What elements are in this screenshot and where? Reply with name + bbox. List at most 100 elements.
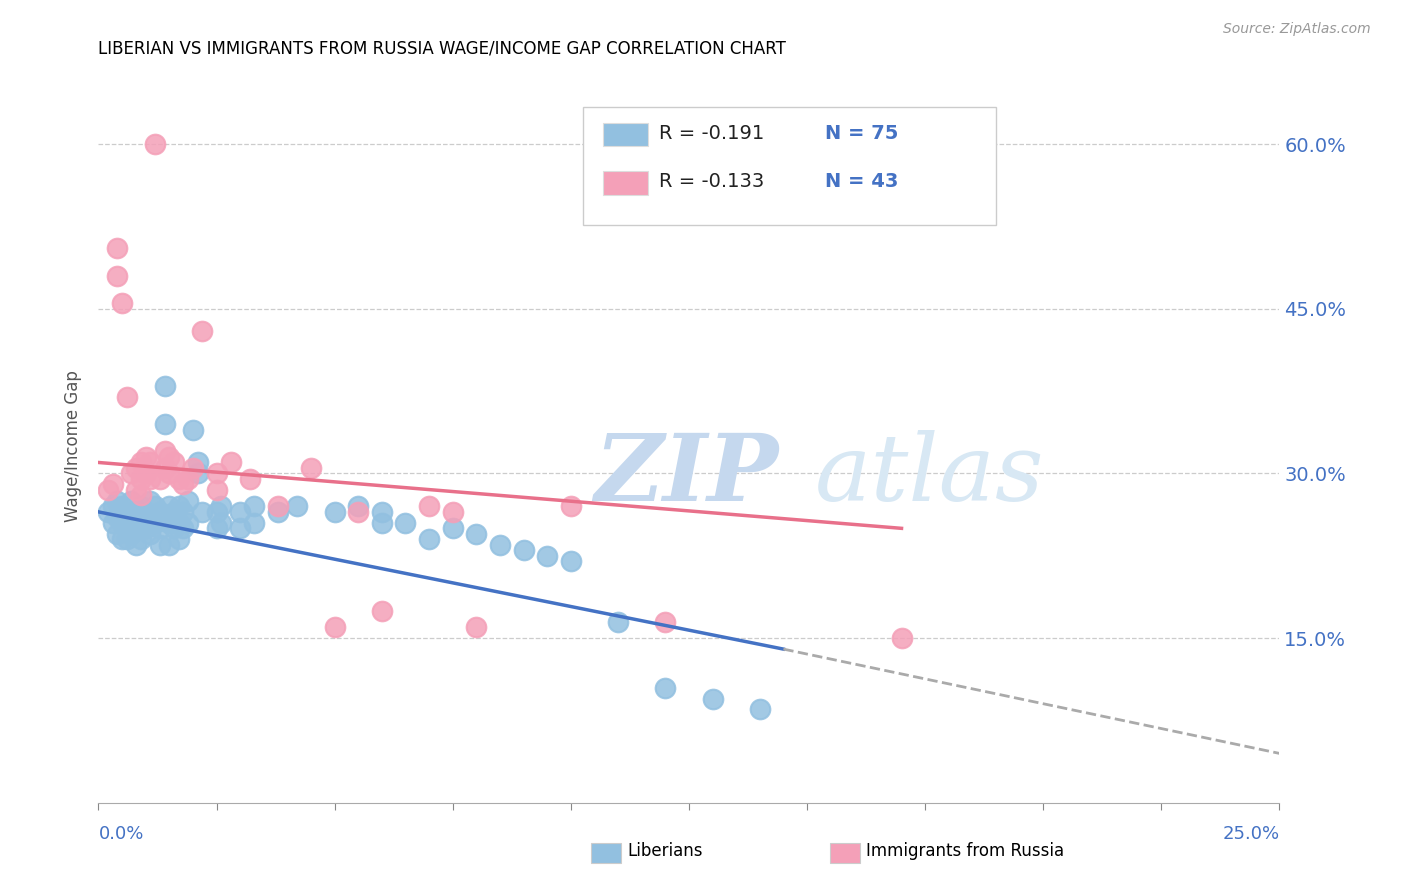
Point <box>205 521 228 535</box>
Point <box>654 681 676 695</box>
FancyBboxPatch shape <box>603 171 648 194</box>
Point <box>167 472 190 486</box>
Point <box>115 516 138 530</box>
Point <box>139 472 162 486</box>
Point <box>191 324 214 338</box>
Point <box>560 554 582 568</box>
Point <box>299 461 322 475</box>
Point <box>177 516 200 530</box>
Point <box>135 450 157 464</box>
Point <box>371 604 394 618</box>
Text: Immigrants from Russia: Immigrants from Russia <box>866 842 1064 860</box>
Point <box>394 516 416 530</box>
Point <box>105 510 128 524</box>
Point <box>205 483 228 497</box>
Point <box>105 526 128 541</box>
Point <box>157 538 180 552</box>
Point <box>111 296 134 310</box>
Point <box>209 516 232 530</box>
Point <box>121 526 143 541</box>
Point <box>607 615 630 629</box>
Point <box>157 450 180 464</box>
Text: 25.0%: 25.0% <box>1222 825 1279 843</box>
Point <box>125 483 148 497</box>
Point <box>441 505 464 519</box>
Point <box>181 461 204 475</box>
Point <box>125 461 148 475</box>
Point <box>135 521 157 535</box>
Point <box>418 500 440 514</box>
Point <box>157 516 180 530</box>
Point <box>229 505 252 519</box>
Point <box>105 494 128 508</box>
Point <box>172 521 194 535</box>
Text: R = -0.133: R = -0.133 <box>659 172 778 192</box>
FancyBboxPatch shape <box>603 123 648 146</box>
Text: Liberians: Liberians <box>627 842 703 860</box>
Point <box>129 516 152 530</box>
Point <box>654 615 676 629</box>
Point <box>205 505 228 519</box>
Point <box>187 455 209 469</box>
Point <box>115 505 138 519</box>
Text: R = -0.191: R = -0.191 <box>659 124 778 143</box>
Point <box>129 500 152 514</box>
Point <box>125 538 148 552</box>
Point <box>97 483 120 497</box>
Text: N = 43: N = 43 <box>825 172 898 192</box>
Point <box>441 521 464 535</box>
FancyBboxPatch shape <box>582 107 995 225</box>
Point <box>115 533 138 547</box>
Point <box>125 505 148 519</box>
Point <box>101 500 124 514</box>
Point <box>191 505 214 519</box>
Point <box>143 516 166 530</box>
Point <box>149 538 172 552</box>
Point <box>97 505 120 519</box>
Point <box>149 521 172 535</box>
Point <box>129 488 152 502</box>
Point <box>115 390 138 404</box>
Point <box>172 477 194 491</box>
Point <box>347 505 370 519</box>
Text: ZIP: ZIP <box>595 430 779 519</box>
Point <box>121 494 143 508</box>
Point <box>157 500 180 514</box>
Point <box>121 467 143 481</box>
Point <box>371 505 394 519</box>
Point <box>163 505 186 519</box>
Point <box>267 500 290 514</box>
Point <box>105 268 128 283</box>
Point <box>139 510 162 524</box>
Point <box>111 516 134 530</box>
Point <box>890 631 912 645</box>
Point <box>748 702 770 716</box>
Point <box>153 461 176 475</box>
Point <box>181 423 204 437</box>
Point <box>129 472 152 486</box>
Point <box>560 500 582 514</box>
Point <box>323 620 346 634</box>
Point <box>139 455 162 469</box>
Point <box>177 494 200 508</box>
Point <box>465 526 488 541</box>
Point <box>219 455 242 469</box>
Point <box>135 505 157 519</box>
Point <box>371 516 394 530</box>
Point <box>111 533 134 547</box>
Point <box>177 472 200 486</box>
Point <box>105 241 128 255</box>
Point <box>418 533 440 547</box>
Point <box>167 500 190 514</box>
Point <box>111 500 134 514</box>
Point <box>157 467 180 481</box>
Point <box>702 691 724 706</box>
Point <box>167 533 190 547</box>
Point <box>129 533 152 547</box>
Point <box>153 444 176 458</box>
Text: N = 75: N = 75 <box>825 124 898 143</box>
Text: Source: ZipAtlas.com: Source: ZipAtlas.com <box>1223 22 1371 37</box>
Point <box>153 378 176 392</box>
Point <box>489 538 512 552</box>
Point <box>205 467 228 481</box>
